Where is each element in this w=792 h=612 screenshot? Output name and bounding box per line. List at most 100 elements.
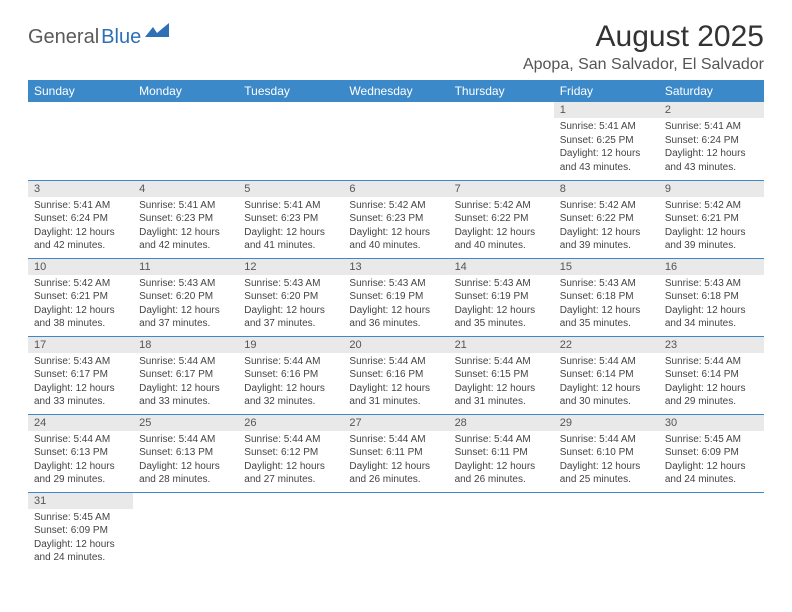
day-body: Sunrise: 5:41 AMSunset: 6:24 PMDaylight:… [659, 118, 764, 178]
calendar-cell [554, 492, 659, 570]
day-number: 1 [554, 102, 659, 118]
day-body: Sunrise: 5:42 AMSunset: 6:21 PMDaylight:… [28, 275, 133, 335]
day-body: Sunrise: 5:43 AMSunset: 6:17 PMDaylight:… [28, 353, 133, 413]
calendar-cell: 7Sunrise: 5:42 AMSunset: 6:22 PMDaylight… [449, 180, 554, 258]
day-number: 4 [133, 181, 238, 197]
calendar-body: 1Sunrise: 5:41 AMSunset: 6:25 PMDaylight… [28, 102, 764, 570]
calendar-cell: 21Sunrise: 5:44 AMSunset: 6:15 PMDayligh… [449, 336, 554, 414]
calendar-row: 10Sunrise: 5:42 AMSunset: 6:21 PMDayligh… [28, 258, 764, 336]
calendar-cell: 9Sunrise: 5:42 AMSunset: 6:21 PMDaylight… [659, 180, 764, 258]
day-body: Sunrise: 5:44 AMSunset: 6:15 PMDaylight:… [449, 353, 554, 413]
day-number: 21 [449, 337, 554, 353]
calendar-row: 31Sunrise: 5:45 AMSunset: 6:09 PMDayligh… [28, 492, 764, 570]
day-number: 13 [343, 259, 448, 275]
day-number: 29 [554, 415, 659, 431]
logo-text-general: General [28, 26, 99, 49]
day-number: 19 [238, 337, 343, 353]
calendar-cell: 25Sunrise: 5:44 AMSunset: 6:13 PMDayligh… [133, 414, 238, 492]
day-number: 3 [28, 181, 133, 197]
calendar-table: SundayMondayTuesdayWednesdayThursdayFrid… [28, 80, 764, 570]
location-text: Apopa, San Salvador, El Salvador [523, 56, 764, 74]
day-header: Wednesday [343, 80, 448, 102]
calendar-cell: 26Sunrise: 5:44 AMSunset: 6:12 PMDayligh… [238, 414, 343, 492]
calendar-cell: 18Sunrise: 5:44 AMSunset: 6:17 PMDayligh… [133, 336, 238, 414]
day-number: 28 [449, 415, 554, 431]
day-body: Sunrise: 5:44 AMSunset: 6:11 PMDaylight:… [343, 431, 448, 491]
day-body: Sunrise: 5:44 AMSunset: 6:17 PMDaylight:… [133, 353, 238, 413]
calendar-cell: 20Sunrise: 5:44 AMSunset: 6:16 PMDayligh… [343, 336, 448, 414]
day-number: 20 [343, 337, 448, 353]
day-header: Thursday [449, 80, 554, 102]
day-body: Sunrise: 5:44 AMSunset: 6:10 PMDaylight:… [554, 431, 659, 491]
calendar-cell [343, 102, 448, 180]
title-block: August 2025 Apopa, San Salvador, El Salv… [523, 20, 764, 74]
calendar-cell [133, 102, 238, 180]
day-body: Sunrise: 5:44 AMSunset: 6:16 PMDaylight:… [238, 353, 343, 413]
day-number: 11 [133, 259, 238, 275]
day-number: 9 [659, 181, 764, 197]
calendar-cell: 29Sunrise: 5:44 AMSunset: 6:10 PMDayligh… [554, 414, 659, 492]
day-number: 16 [659, 259, 764, 275]
calendar-cell: 13Sunrise: 5:43 AMSunset: 6:19 PMDayligh… [343, 258, 448, 336]
day-body: Sunrise: 5:44 AMSunset: 6:16 PMDaylight:… [343, 353, 448, 413]
day-number: 26 [238, 415, 343, 431]
day-number: 25 [133, 415, 238, 431]
day-number: 22 [554, 337, 659, 353]
day-body: Sunrise: 5:45 AMSunset: 6:09 PMDaylight:… [659, 431, 764, 491]
day-header: Tuesday [238, 80, 343, 102]
calendar-cell [659, 492, 764, 570]
day-body: Sunrise: 5:44 AMSunset: 6:13 PMDaylight:… [133, 431, 238, 491]
day-number: 15 [554, 259, 659, 275]
day-body: Sunrise: 5:42 AMSunset: 6:22 PMDaylight:… [449, 197, 554, 257]
day-number: 27 [343, 415, 448, 431]
day-body: Sunrise: 5:43 AMSunset: 6:19 PMDaylight:… [449, 275, 554, 335]
calendar-cell: 2Sunrise: 5:41 AMSunset: 6:24 PMDaylight… [659, 102, 764, 180]
calendar-row: 3Sunrise: 5:41 AMSunset: 6:24 PMDaylight… [28, 180, 764, 258]
calendar-cell: 3Sunrise: 5:41 AMSunset: 6:24 PMDaylight… [28, 180, 133, 258]
calendar-cell: 12Sunrise: 5:43 AMSunset: 6:20 PMDayligh… [238, 258, 343, 336]
day-number: 6 [343, 181, 448, 197]
day-body: Sunrise: 5:45 AMSunset: 6:09 PMDaylight:… [28, 509, 133, 569]
day-header: Friday [554, 80, 659, 102]
day-number: 30 [659, 415, 764, 431]
calendar-cell: 31Sunrise: 5:45 AMSunset: 6:09 PMDayligh… [28, 492, 133, 570]
day-body: Sunrise: 5:44 AMSunset: 6:13 PMDaylight:… [28, 431, 133, 491]
day-number: 2 [659, 102, 764, 118]
calendar-cell [238, 102, 343, 180]
day-body: Sunrise: 5:44 AMSunset: 6:14 PMDaylight:… [659, 353, 764, 413]
calendar-cell: 30Sunrise: 5:45 AMSunset: 6:09 PMDayligh… [659, 414, 764, 492]
calendar-cell [133, 492, 238, 570]
calendar-cell: 1Sunrise: 5:41 AMSunset: 6:25 PMDaylight… [554, 102, 659, 180]
month-title: August 2025 [523, 20, 764, 54]
day-body: Sunrise: 5:42 AMSunset: 6:22 PMDaylight:… [554, 197, 659, 257]
day-body: Sunrise: 5:41 AMSunset: 6:23 PMDaylight:… [133, 197, 238, 257]
calendar-cell: 8Sunrise: 5:42 AMSunset: 6:22 PMDaylight… [554, 180, 659, 258]
calendar-cell: 23Sunrise: 5:44 AMSunset: 6:14 PMDayligh… [659, 336, 764, 414]
day-number: 7 [449, 181, 554, 197]
calendar-cell [28, 102, 133, 180]
day-body: Sunrise: 5:43 AMSunset: 6:18 PMDaylight:… [554, 275, 659, 335]
header: General Blue August 2025 Apopa, San Salv… [28, 20, 764, 74]
day-number: 8 [554, 181, 659, 197]
calendar-cell: 6Sunrise: 5:42 AMSunset: 6:23 PMDaylight… [343, 180, 448, 258]
calendar-cell: 11Sunrise: 5:43 AMSunset: 6:20 PMDayligh… [133, 258, 238, 336]
day-body: Sunrise: 5:42 AMSunset: 6:21 PMDaylight:… [659, 197, 764, 257]
day-number: 23 [659, 337, 764, 353]
calendar-cell: 24Sunrise: 5:44 AMSunset: 6:13 PMDayligh… [28, 414, 133, 492]
calendar-cell: 27Sunrise: 5:44 AMSunset: 6:11 PMDayligh… [343, 414, 448, 492]
calendar-cell: 15Sunrise: 5:43 AMSunset: 6:18 PMDayligh… [554, 258, 659, 336]
calendar-cell: 10Sunrise: 5:42 AMSunset: 6:21 PMDayligh… [28, 258, 133, 336]
day-header: Saturday [659, 80, 764, 102]
day-body: Sunrise: 5:42 AMSunset: 6:23 PMDaylight:… [343, 197, 448, 257]
calendar-cell: 4Sunrise: 5:41 AMSunset: 6:23 PMDaylight… [133, 180, 238, 258]
day-number: 24 [28, 415, 133, 431]
calendar-row: 17Sunrise: 5:43 AMSunset: 6:17 PMDayligh… [28, 336, 764, 414]
day-number: 10 [28, 259, 133, 275]
day-body: Sunrise: 5:41 AMSunset: 6:24 PMDaylight:… [28, 197, 133, 257]
day-body: Sunrise: 5:41 AMSunset: 6:23 PMDaylight:… [238, 197, 343, 257]
day-body: Sunrise: 5:44 AMSunset: 6:11 PMDaylight:… [449, 431, 554, 491]
day-number: 18 [133, 337, 238, 353]
calendar-cell [343, 492, 448, 570]
day-header: Sunday [28, 80, 133, 102]
calendar-cell: 16Sunrise: 5:43 AMSunset: 6:18 PMDayligh… [659, 258, 764, 336]
